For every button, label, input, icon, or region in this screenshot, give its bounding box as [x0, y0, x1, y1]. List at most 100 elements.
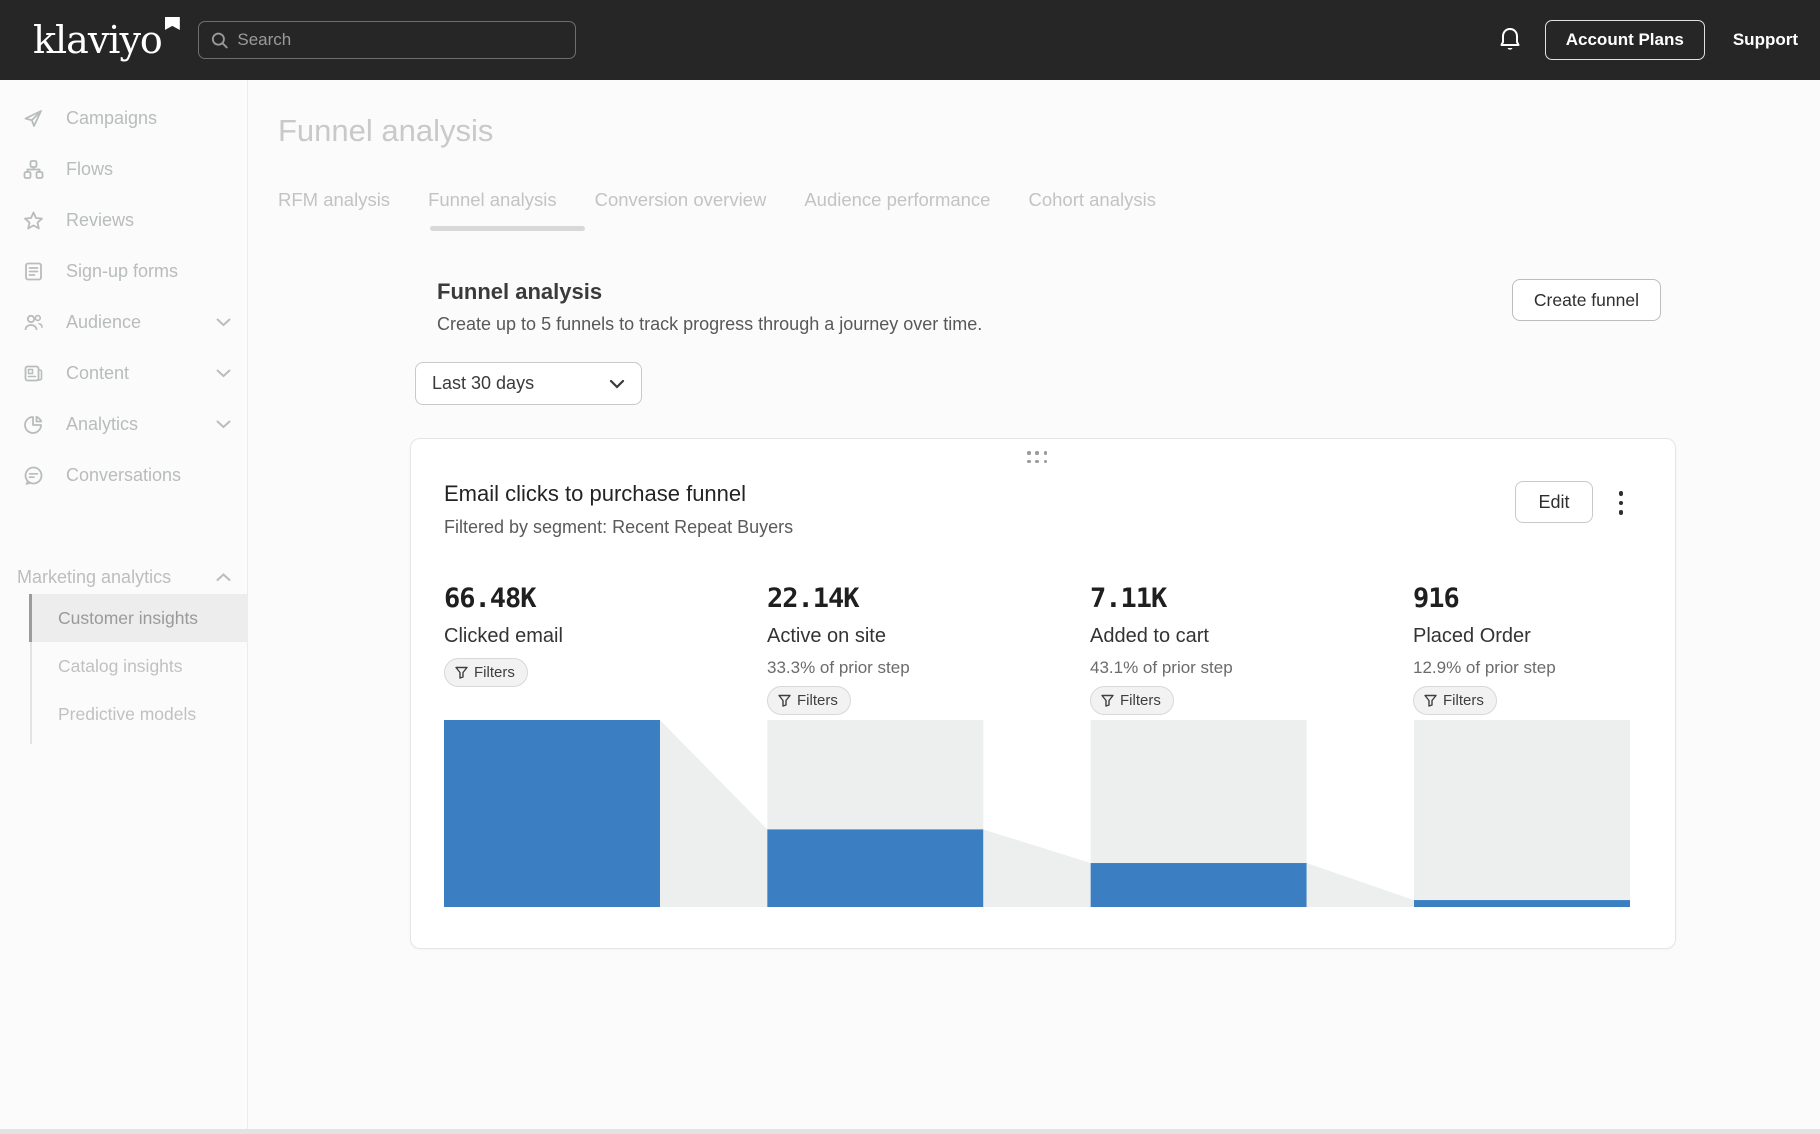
section-label: Marketing analytics [17, 567, 172, 587]
sidebar-item-content[interactable]: Content [23, 355, 247, 391]
content-icon [23, 363, 44, 384]
funnel-bar-fill-3 [1413, 900, 1630, 907]
funnel-bar-bg-3 [1413, 720, 1630, 907]
sidebar: Campaigns Flows Reviews Sign-up forms [0, 80, 248, 1134]
funnel-card: Email clicks to purchase funnel Filtered… [410, 438, 1676, 949]
funnel-bar-fill-2 [1090, 863, 1307, 907]
step-label: Added to cart [1090, 625, 1209, 647]
top-bar: klaviyo Account Plans Support [0, 0, 1820, 80]
tab-bar: RFM analysis Funnel analysis Conversion … [278, 189, 1820, 237]
sidebar-item-catalog-insights[interactable]: Catalog insights [29, 642, 247, 690]
filters-chip[interactable]: Filters [444, 658, 528, 687]
sidebar-item-audience[interactable]: Audience [23, 304, 247, 340]
account-plans-button[interactable]: Account Plans [1544, 20, 1705, 60]
funnel-filter-icon [455, 666, 468, 679]
search-input[interactable] [237, 30, 563, 50]
sidebar-item-label: Audience [66, 311, 142, 332]
step-value: 7.11K [1090, 583, 1167, 614]
funnel-step-placed-order: 916 Placed Order 12.9% of prior step Fil… [1413, 584, 1629, 715]
support-link[interactable]: Support [1732, 30, 1798, 49]
card-subtitle: Filtered by segment: Recent Repeat Buyer… [444, 517, 794, 537]
tab-conversion-overview[interactable]: Conversion overview [594, 189, 767, 210]
funnel-step-headers: 66.48K Clicked email Filters 22.14K Acti… [444, 584, 1675, 715]
funnel-bar-fill-0 [444, 720, 660, 907]
sidebar-item-label: Catalog insights [58, 655, 183, 676]
subnav-indent-guide [30, 596, 32, 744]
section-heading: Funnel analysis [437, 279, 603, 304]
flow-icon [23, 159, 44, 180]
funnel-connector-2 [1306, 863, 1414, 907]
chevron-up-icon [216, 573, 231, 582]
funnel-filter-icon [1424, 694, 1437, 707]
funnel-filter-icon [778, 694, 791, 707]
sidebar-item-label: Content [66, 362, 130, 383]
sidebar-section-marketing-analytics[interactable]: Marketing analytics [17, 567, 231, 588]
sidebar-item-analytics[interactable]: Analytics [23, 406, 247, 442]
window-bottom-edge [0, 1129, 1820, 1134]
chevron-down-icon [609, 379, 625, 389]
step-value: 916 [1413, 583, 1460, 614]
main-area: Funnel analysis RFM analysis Funnel anal… [248, 80, 1820, 1134]
sidebar-item-reviews[interactable]: Reviews [23, 202, 247, 238]
tab-cohort-analysis[interactable]: Cohort analysis [1028, 189, 1156, 210]
step-label: Active on site [767, 625, 886, 647]
funnel-step-added-to-cart: 7.11K Added to cart 43.1% of prior step … [1090, 584, 1306, 715]
create-funnel-button[interactable]: Create funnel [1511, 279, 1661, 321]
chat-icon [23, 465, 44, 486]
logo-wordmark: klaviyo [33, 18, 163, 62]
people-icon [23, 312, 44, 333]
funnel-connector-1 [983, 829, 1091, 907]
star-icon [23, 210, 44, 231]
chevron-down-icon [216, 318, 231, 327]
content-area: Funnel analysis Create up to 5 funnels t… [410, 279, 1676, 949]
sidebar-item-label: Campaigns [66, 107, 158, 128]
sidebar-item-label: Customer insights [58, 607, 199, 628]
funnel-filter-icon [1101, 694, 1114, 707]
sidebar-item-label: Conversations [66, 464, 182, 485]
chevron-down-icon [216, 420, 231, 429]
pie-icon [23, 414, 44, 435]
filters-chip[interactable]: Filters [767, 686, 851, 715]
klaviyo-flag-icon [164, 17, 180, 30]
date-range-value: Last 30 days [432, 373, 535, 393]
sidebar-item-label: Reviews [66, 209, 135, 230]
drag-handle-icon[interactable] [1027, 451, 1049, 465]
more-options-icon[interactable] [1613, 481, 1630, 525]
funnel-chart [444, 720, 1630, 907]
form-icon [23, 261, 44, 282]
section-description: Create up to 5 funnels to track progress… [437, 314, 983, 334]
sidebar-item-signup-forms[interactable]: Sign-up forms [23, 253, 247, 289]
sidebar-item-label: Sign-up forms [66, 260, 179, 281]
tab-rfm-analysis[interactable]: RFM analysis [278, 189, 391, 210]
funnel-bar-fill-1 [767, 829, 984, 907]
sidebar-item-label: Flows [66, 158, 114, 179]
step-pct-of-prior: 43.1% of prior step [1090, 658, 1233, 677]
sidebar-item-label: Analytics [66, 413, 139, 434]
filters-chip[interactable]: Filters [1090, 686, 1174, 715]
sidebar-item-conversations[interactable]: Conversations [23, 457, 247, 493]
sidebar-item-flows[interactable]: Flows [23, 151, 247, 187]
sidebar-item-predictive-models[interactable]: Predictive models [29, 690, 247, 738]
sidebar-item-label: Predictive models [58, 703, 197, 724]
step-value: 22.14K [767, 583, 860, 614]
step-label: Placed Order [1413, 625, 1531, 647]
date-range-select[interactable]: Last 30 days [415, 362, 642, 405]
sidebar-item-campaigns[interactable]: Campaigns [23, 100, 247, 136]
edit-button[interactable]: Edit [1515, 481, 1593, 523]
tab-audience-performance[interactable]: Audience performance [804, 189, 991, 210]
card-title: Email clicks to purchase funnel [444, 481, 747, 506]
funnel-step-active-on-site: 22.14K Active on site 33.3% of prior ste… [767, 584, 983, 715]
funnel-step-clicked-email: 66.48K Clicked email Filters [444, 584, 660, 715]
notifications-bell-icon[interactable] [1497, 26, 1523, 54]
funnel-connector-0 [660, 720, 768, 907]
klaviyo-logo[interactable]: klaviyo [33, 17, 180, 62]
step-value: 66.48K [444, 583, 537, 614]
tab-funnel-analysis[interactable]: Funnel analysis [428, 189, 585, 237]
paper-plane-icon [23, 108, 44, 129]
marketing-analytics-subnav: Customer insights Catalog insights Predi… [0, 594, 247, 744]
sidebar-item-customer-insights[interactable]: Customer insights [29, 594, 247, 642]
search-box[interactable] [197, 21, 576, 59]
filters-chip[interactable]: Filters [1413, 686, 1497, 715]
step-pct-of-prior: 33.3% of prior step [767, 658, 910, 677]
page-title: Funnel analysis [278, 113, 494, 148]
